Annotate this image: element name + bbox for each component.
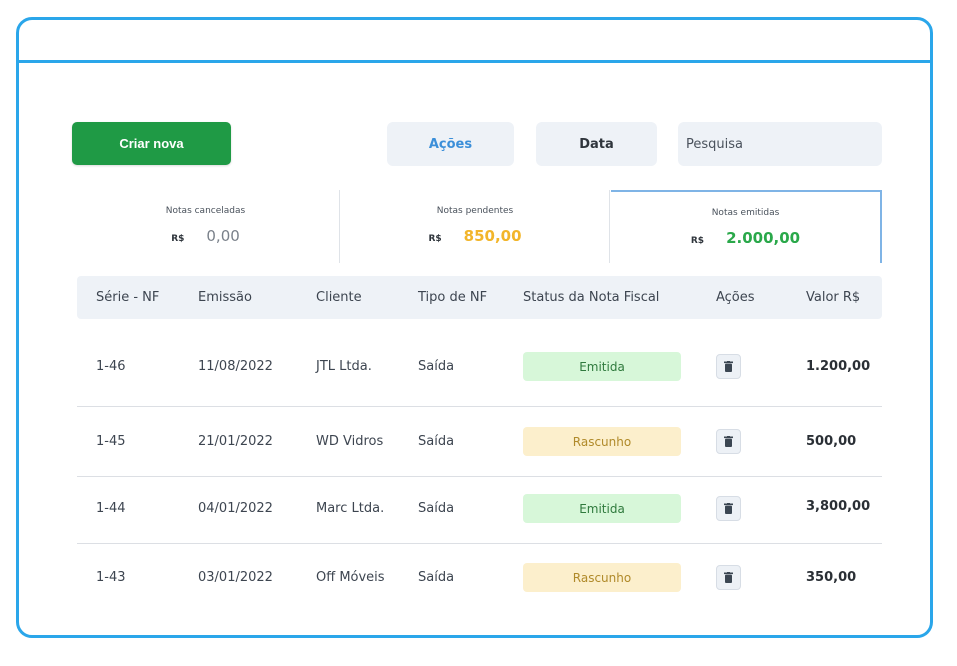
summary-value: R$ 850,00 bbox=[341, 227, 609, 245]
table-row[interactable]: 1-43 03/01/2022 Off Móveis Saída Rascunh… bbox=[77, 550, 882, 605]
search-input[interactable]: Pesquisa bbox=[678, 122, 882, 166]
table-header: Série - NF Emissão Cliente Tipo de NF St… bbox=[77, 276, 882, 319]
cell-tipo: Saída bbox=[418, 359, 455, 374]
currency-label: R$ bbox=[171, 234, 185, 244]
cell-emissao: 21/01/2022 bbox=[198, 434, 273, 449]
table-row[interactable]: 1-45 21/01/2022 WD Vidros Saída Rascunho… bbox=[77, 414, 882, 469]
summary-title: Notas pendentes bbox=[436, 206, 514, 216]
cell-tipo: Saída bbox=[418, 434, 455, 449]
column-header-tipo[interactable]: Tipo de NF bbox=[418, 290, 488, 305]
cell-serie: 1-44 bbox=[96, 501, 126, 516]
summary-card-canceled[interactable]: Notas canceladas R$ 0,00 bbox=[72, 190, 340, 263]
row-divider bbox=[77, 543, 882, 544]
cell-serie: 1-46 bbox=[96, 359, 126, 374]
app-frame bbox=[16, 17, 933, 638]
cell-emissao: 11/08/2022 bbox=[198, 359, 273, 374]
delete-button[interactable] bbox=[716, 429, 741, 454]
window-header bbox=[19, 20, 930, 63]
summary-amount: 850,00 bbox=[463, 227, 522, 245]
column-header-emissao[interactable]: Emissão bbox=[198, 290, 252, 305]
summary-title: Notas emitidas bbox=[711, 208, 780, 218]
cell-serie: 1-45 bbox=[96, 434, 126, 449]
summary-card-issued[interactable]: Notas emitidas R$ 2.000,00 bbox=[611, 190, 882, 263]
summary-value: R$ 2.000,00 bbox=[611, 229, 880, 247]
summary-title: Notas canceladas bbox=[165, 206, 246, 216]
column-header-serie[interactable]: Série - NF bbox=[96, 290, 160, 305]
status-badge: Emitida bbox=[523, 494, 681, 523]
currency-label: R$ bbox=[690, 236, 705, 246]
trash-icon bbox=[724, 572, 733, 583]
delete-button[interactable] bbox=[716, 565, 741, 590]
cell-cliente: Off Móveis bbox=[316, 570, 385, 585]
status-badge: Rascunho bbox=[523, 563, 681, 592]
summary-amount: 0,00 bbox=[206, 227, 240, 245]
row-divider bbox=[77, 406, 882, 407]
cell-tipo: Saída bbox=[418, 501, 455, 516]
cell-emissao: 04/01/2022 bbox=[198, 501, 273, 516]
column-header-cliente[interactable]: Cliente bbox=[316, 290, 362, 305]
delete-button[interactable] bbox=[716, 354, 741, 379]
column-header-status[interactable]: Status da Nota Fiscal bbox=[523, 290, 660, 305]
status-badge: Rascunho bbox=[523, 427, 681, 456]
trash-icon bbox=[724, 361, 733, 372]
delete-button[interactable] bbox=[716, 496, 741, 521]
summary-value: R$ 0,00 bbox=[72, 227, 339, 245]
column-header-acoes[interactable]: Ações bbox=[716, 290, 755, 305]
cell-cliente: JTL Ltda. bbox=[316, 359, 372, 374]
summary-card-pending[interactable]: Notas pendentes R$ 850,00 bbox=[341, 190, 610, 263]
cell-valor: 500,00 bbox=[806, 434, 857, 449]
cell-cliente: WD Vidros bbox=[316, 434, 384, 449]
status-badge: Emitida bbox=[523, 352, 681, 381]
create-new-button[interactable]: Criar nova bbox=[72, 122, 231, 165]
actions-button[interactable]: Ações bbox=[387, 122, 514, 166]
cell-cliente: Marc Ltda. bbox=[316, 501, 385, 516]
date-button[interactable]: Data bbox=[536, 122, 657, 166]
cell-valor: 1.200,00 bbox=[806, 359, 871, 374]
trash-icon bbox=[724, 436, 733, 447]
table-row[interactable]: 1-44 04/01/2022 Marc Ltda. Saída Emitida… bbox=[77, 481, 882, 536]
cell-emissao: 03/01/2022 bbox=[198, 570, 273, 585]
column-header-valor[interactable]: Valor R$ bbox=[806, 290, 861, 305]
row-divider bbox=[77, 476, 882, 477]
cell-valor: 3,800,00 bbox=[806, 499, 871, 514]
currency-label: R$ bbox=[428, 234, 442, 244]
summary-amount: 2.000,00 bbox=[726, 229, 801, 247]
cell-tipo: Saída bbox=[418, 570, 455, 585]
table-row[interactable]: 1-46 11/08/2022 JTL Ltda. Saída Emitida … bbox=[77, 339, 882, 394]
trash-icon bbox=[724, 503, 733, 514]
cell-valor: 350,00 bbox=[806, 570, 857, 585]
cell-serie: 1-43 bbox=[96, 570, 126, 585]
